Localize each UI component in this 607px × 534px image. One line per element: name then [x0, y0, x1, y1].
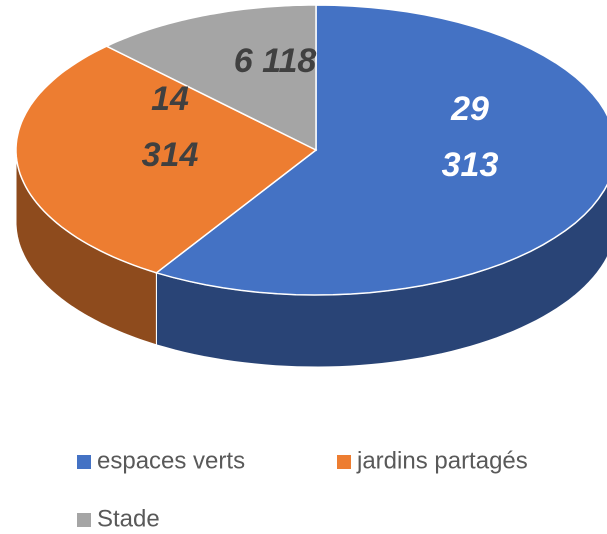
- pie-tops: [15, 4, 607, 296]
- legend-swatch: [77, 455, 91, 469]
- legend-label: espaces verts: [97, 447, 245, 474]
- pie-slice: [104, 4, 317, 152]
- legend-swatch: [77, 513, 91, 527]
- data-labels: 29 313 14 314 6 118: [142, 42, 499, 184]
- data-label: 29 313: [442, 90, 499, 184]
- pie-slice: [15, 45, 318, 274]
- legend: espaces verts jardins partagés Stade: [77, 447, 528, 532]
- data-label: 6 118: [234, 42, 317, 80]
- data-label: 14 314: [142, 80, 199, 174]
- legend-label: jardins partagés: [356, 447, 528, 474]
- legend-swatch: [337, 455, 351, 469]
- pie-slice: [154, 4, 607, 296]
- legend-label: Stade: [97, 505, 160, 532]
